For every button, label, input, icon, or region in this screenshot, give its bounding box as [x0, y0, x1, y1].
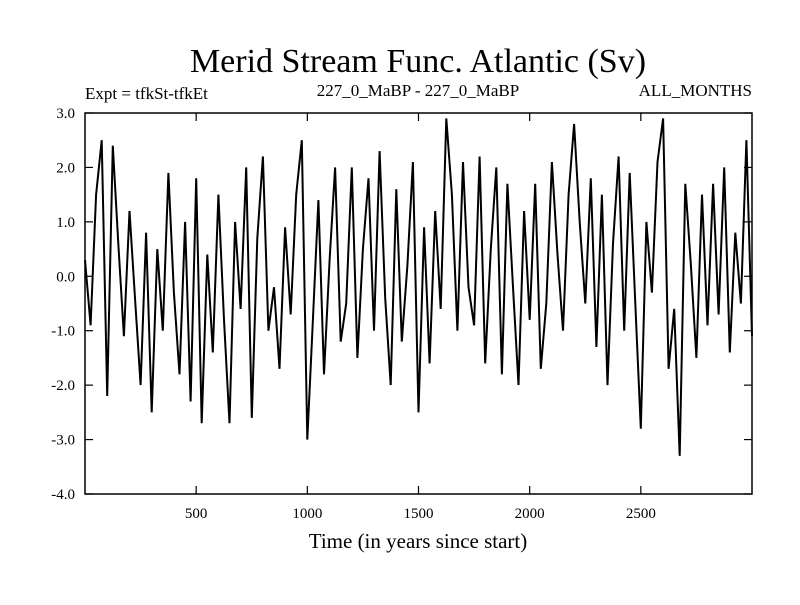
y-tick-label: 2.0 [56, 160, 75, 176]
period-label: 227_0_MaBP - 227_0_MaBP [317, 81, 519, 100]
y-tick-label: -3.0 [51, 433, 75, 449]
chart-title: Merid Stream Func. Atlantic (Sv) [190, 43, 646, 80]
x-tick-label: 2000 [515, 506, 545, 522]
months-label: ALL_MONTHS [639, 81, 752, 100]
plot-frame [84, 112, 753, 495]
x-axis-label: Time (in years since start) [309, 529, 528, 553]
y-tick-label: 1.0 [56, 215, 75, 231]
x-tick-label: 500 [185, 506, 208, 522]
y-tick-label: -4.0 [51, 487, 75, 503]
x-tick-label: 2500 [626, 506, 656, 522]
y-tick-label: 3.0 [56, 106, 75, 122]
series-line-0 [84, 118, 753, 456]
y-tick-label: 0.0 [56, 269, 75, 285]
x-tick-label: 1500 [404, 506, 434, 522]
y-tick-label: -2.0 [51, 378, 75, 394]
expt-label: Expt = tfkSt-tfkEt [85, 84, 208, 103]
x-tick-label: 1000 [292, 506, 322, 522]
y-tick-label: -1.0 [51, 324, 75, 340]
